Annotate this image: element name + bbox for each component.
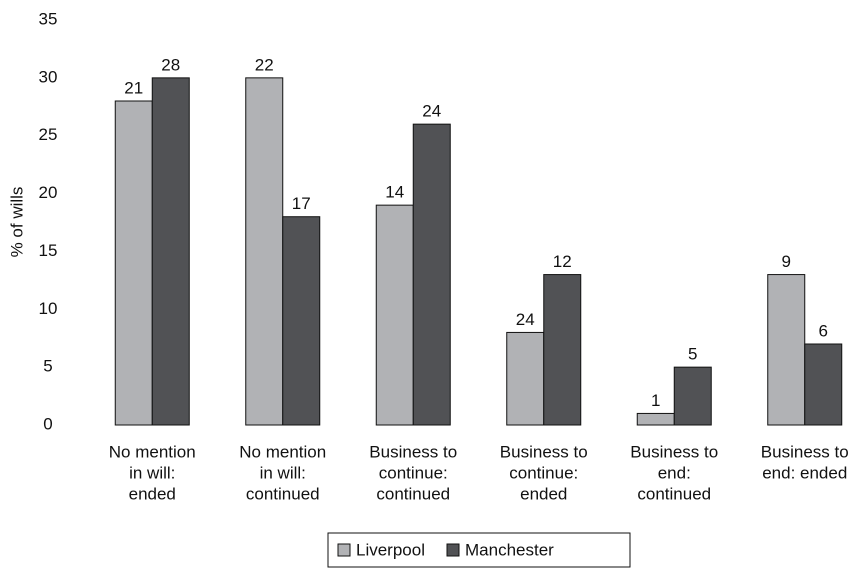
y-axis-label: % of wills [7, 187, 26, 258]
x-tick-label: end: ended [762, 463, 847, 482]
data-label: 24 [516, 310, 535, 329]
bar [673, 366, 712, 426]
data-label: 6 [819, 321, 828, 340]
y-tick-label: 20 [39, 183, 58, 202]
bar [412, 123, 451, 426]
bar [506, 331, 545, 426]
x-tick-label: continued [246, 484, 320, 503]
bar [804, 343, 843, 426]
x-tick-label: ended [520, 484, 567, 503]
data-label: 22 [255, 55, 274, 74]
y-tick-label: 30 [39, 67, 58, 86]
data-label: 21 [124, 78, 143, 97]
bar [543, 274, 582, 426]
x-tick-label: No mention [239, 442, 326, 461]
x-tick-label: continue: [379, 463, 448, 482]
bar [636, 412, 675, 426]
x-tick-label: No mention [109, 442, 196, 461]
x-tick-label: Business to [630, 442, 718, 461]
y-tick-label: 15 [39, 241, 58, 260]
x-tick-label: end: [658, 463, 691, 482]
data-label: 24 [422, 102, 441, 121]
legend-swatch [446, 543, 460, 557]
data-label: 12 [553, 252, 572, 271]
x-tick-label: ended [129, 484, 176, 503]
bar [151, 77, 190, 426]
y-tick-label: 35 [39, 9, 58, 28]
x-tick-label: Business to [500, 442, 588, 461]
data-label: 9 [782, 252, 791, 271]
data-label: 14 [385, 183, 404, 202]
legend-box [327, 532, 631, 568]
x-tick-label: continue: [509, 463, 578, 482]
x-tick-label: in will: [260, 463, 306, 482]
x-tick-label: Business to [369, 442, 457, 461]
x-tick-label: continued [637, 484, 711, 503]
data-label: 5 [688, 345, 697, 364]
y-tick-label: 0 [43, 414, 52, 433]
bar [375, 204, 414, 426]
legend-swatch [337, 543, 351, 557]
legend-label: Liverpool [356, 540, 425, 559]
data-label: 1 [651, 391, 660, 410]
y-tick-label: 5 [43, 357, 52, 376]
x-tick-label: continued [376, 484, 450, 503]
data-label: 28 [161, 55, 180, 74]
legend-label: Manchester [465, 540, 554, 559]
x-tick-label: in will: [129, 463, 175, 482]
bar [114, 100, 153, 426]
x-tick-label: Business to [761, 442, 849, 461]
y-tick-label: 25 [39, 125, 58, 144]
bar [282, 216, 321, 426]
bar [767, 274, 806, 426]
y-tick-label: 10 [39, 299, 58, 318]
bar [245, 77, 284, 426]
data-label: 17 [292, 194, 311, 213]
